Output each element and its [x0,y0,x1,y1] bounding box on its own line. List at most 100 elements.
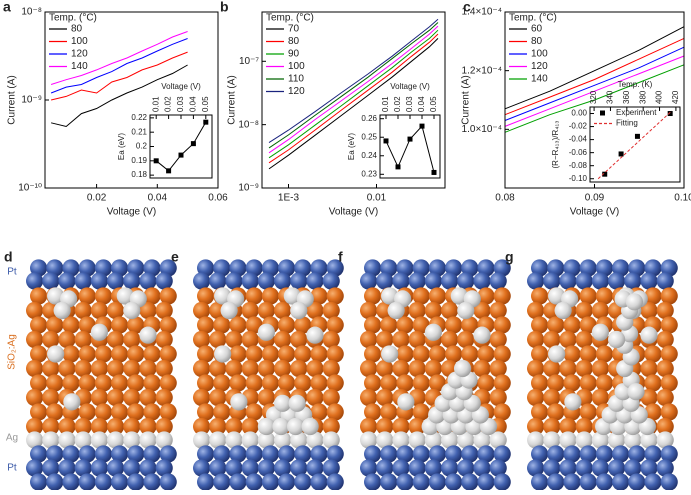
atom [46,473,64,491]
atom [364,345,382,363]
series-line [504,55,685,127]
atom [29,345,48,363]
y-tick-label: 0.21 [131,127,147,136]
atom [229,374,247,392]
series-line [504,37,685,116]
atom [290,301,308,320]
atom [360,417,378,436]
panel-label: b [220,0,229,15]
atom [310,259,328,277]
atom [107,359,125,378]
atom [78,345,96,363]
atom [127,374,145,392]
atom [90,359,108,378]
atom [241,301,259,320]
atom [531,345,549,363]
atom [392,359,410,378]
atom [396,445,414,463]
atom [445,316,463,334]
diagram-panel-label: g [505,249,514,265]
atom [306,301,324,320]
atom [225,459,243,477]
atom [360,301,378,320]
diagram-panel-label: e [171,249,179,265]
data-point [407,136,413,142]
atom [229,316,247,334]
atom [257,359,275,378]
atom [408,417,426,436]
series-line [504,46,685,121]
atom [591,272,610,290]
atom [25,359,44,378]
atom [408,459,426,477]
atom [322,417,340,436]
atom [94,287,112,305]
atom [245,259,263,277]
atom [364,473,382,491]
x-tick-label: 0.04 [417,96,426,112]
atom [608,272,626,290]
atom-diagram [527,259,678,491]
atom [554,301,572,320]
x-tick-label: 0.05 [429,96,438,112]
data-point [634,133,640,139]
atom [473,459,491,477]
plot-frame [589,106,681,183]
atom [111,259,129,277]
atom-diagram [25,259,177,491]
legend-label: 140 [531,74,548,85]
atom [412,345,430,363]
atom [547,259,565,277]
atom [493,287,511,305]
atom [42,330,60,349]
atom [360,459,378,477]
atom [46,316,64,334]
series-line [268,18,439,144]
atom [197,374,215,392]
atom [25,431,44,449]
atom [531,445,549,463]
atom [288,394,306,412]
x-tick-label: 0.01 [381,96,390,112]
y-axis-label: Ea (eV) [117,133,126,160]
legend-label: 80 [531,36,543,47]
atom [159,403,177,421]
atom [457,330,475,349]
atom [441,272,459,290]
atom [563,473,581,491]
atom [197,403,215,421]
atom [94,403,112,421]
atom [25,417,44,436]
atom [111,345,129,363]
atom [257,417,275,436]
atom [306,459,324,477]
atom [225,330,243,349]
atom [274,272,292,290]
atom [42,359,60,378]
plot-frame [379,114,441,179]
atom [640,459,658,477]
atom [424,301,442,320]
x-axis-label: Voltage (V) [107,207,156,218]
y-axis-label: Current (A) [227,75,238,124]
atom [660,374,678,392]
atom [543,431,561,449]
atom [473,272,491,290]
atom [595,259,614,277]
atom [245,403,263,421]
atom [527,359,545,378]
y-tick-label: 10⁻⁹ [21,95,42,106]
atom [559,459,577,477]
atom [127,473,145,491]
atom [376,417,394,436]
atom [453,359,472,378]
atom [392,431,410,449]
y-tick-label: 1.0×10⁻⁴ [462,124,502,135]
atom [278,259,296,277]
atom [575,330,593,349]
atom [326,403,344,421]
atom [90,388,108,407]
y-tick-label: 10⁻¹⁰ [18,183,42,194]
atom [225,272,243,290]
